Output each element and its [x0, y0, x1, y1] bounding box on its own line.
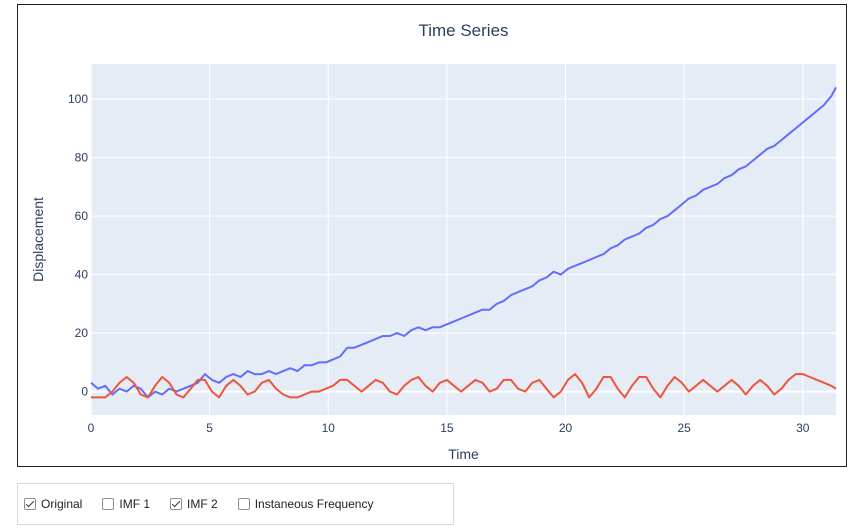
- toggle-imf-1[interactable]: IMF 1: [102, 497, 150, 511]
- chart-panel: 0 5 10 15 20 25 30 0 20 40 60 80 100 Time Series Tim…: [17, 4, 847, 467]
- y-tick-label: 40: [75, 268, 89, 282]
- imf-2-label: IMF 2: [187, 497, 218, 511]
- x-axis-title: Time: [448, 446, 479, 462]
- y-tick-label: 100: [68, 92, 88, 106]
- chart-title: Time Series: [418, 21, 508, 40]
- series-line-2: [91, 373, 837, 399]
- y-tick-label: 0: [81, 385, 88, 399]
- x-tick-label: 30: [796, 421, 810, 435]
- y-tick-label: 60: [75, 209, 89, 223]
- series-line-1: [90, 86, 837, 399]
- original-checkbox[interactable]: [24, 498, 36, 510]
- y-tick-label: 80: [75, 151, 89, 165]
- x-tick-label: 0: [88, 421, 95, 435]
- y-axis-title: Displacement: [30, 197, 46, 282]
- time-series-chart: 0 5 10 15 20 25 30 0 20 40 60 80 100 Time Series Tim…: [30, 21, 837, 462]
- toggle-instaneous-frequency[interactable]: Instaneous Frequency: [237, 497, 374, 511]
- x-tick-label: 5: [206, 421, 213, 435]
- imf-1-label: IMF 1: [119, 497, 151, 511]
- instaneous-frequency-label: Instaneous Frequency: [254, 497, 374, 511]
- gridlines: [90, 64, 836, 415]
- original-label: Original: [41, 497, 83, 511]
- series-layer: [90, 86, 837, 399]
- plot-area: [91, 64, 836, 415]
- x-tick-label: 10: [322, 421, 336, 435]
- imf-2-checkbox[interactable]: [170, 498, 183, 510]
- toggle-imf-2[interactable]: IMF 2: [170, 497, 218, 511]
- instaneous-frequency-checkbox[interactable]: [237, 498, 250, 510]
- tick-labels: 0 5 10 15 20 25 30 0 20 40 60 80 100: [68, 92, 810, 435]
- x-tick-label: 15: [440, 421, 454, 435]
- trace-toggle-panel: Original IMF 1 IMF 2 Instaneous Frequenc…: [17, 483, 454, 525]
- x-tick-label: 20: [559, 421, 573, 435]
- imf-1-checkbox[interactable]: [102, 498, 115, 510]
- toggle-original[interactable]: Original: [24, 497, 82, 511]
- x-tick-label: 25: [677, 421, 691, 435]
- y-tick-label: 20: [75, 326, 89, 340]
